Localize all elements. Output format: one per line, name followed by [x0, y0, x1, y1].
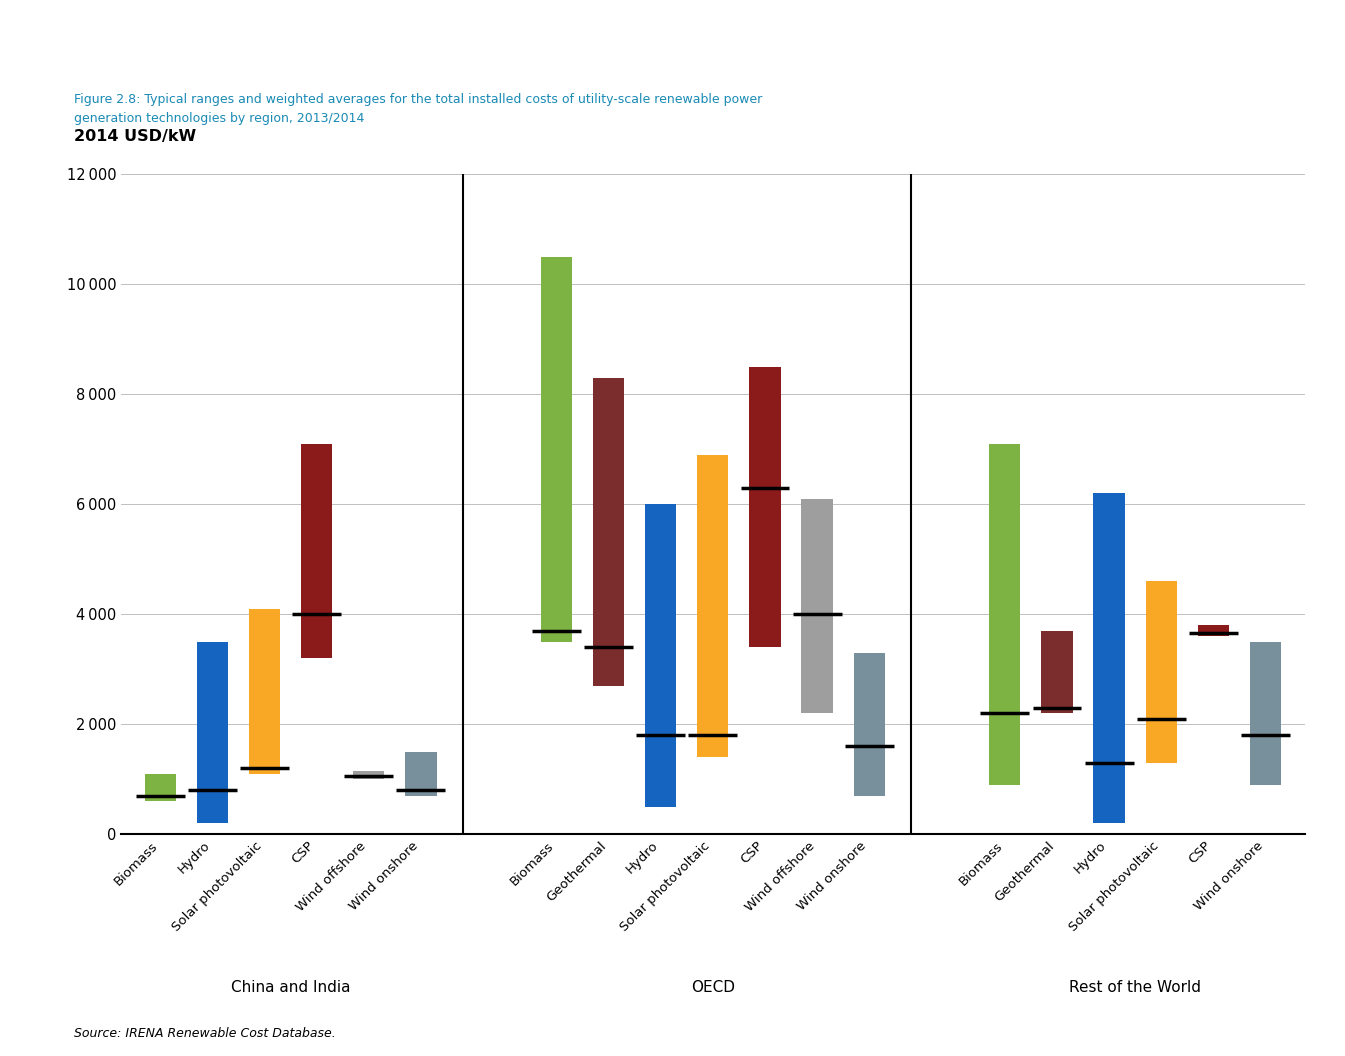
Bar: [697, 455, 729, 757]
Bar: [1041, 630, 1072, 713]
Text: 2014 USD/kW: 2014 USD/kW: [74, 129, 196, 144]
Bar: [301, 444, 332, 658]
Text: Source: IRENA Renewable Cost Database.: Source: IRENA Renewable Cost Database.: [74, 1027, 336, 1040]
Bar: [144, 774, 176, 802]
Text: ●● IRENA: ●● IRENA: [1189, 27, 1305, 48]
Text: International Renewable Energy Agency: International Renewable Energy Agency: [1123, 65, 1305, 75]
Bar: [1146, 581, 1177, 762]
Bar: [593, 378, 624, 685]
Bar: [11, 69, 35, 86]
Text: China and India: China and India: [231, 980, 350, 995]
Bar: [802, 498, 833, 713]
Bar: [40, 5, 65, 34]
Bar: [11, 39, 35, 64]
Bar: [1198, 625, 1229, 636]
Bar: [249, 608, 280, 774]
Text: generation technologies by region, 2013/2014: generation technologies by region, 2013/…: [74, 112, 364, 125]
Text: Figure 2.8: Typical ranges and weighted averages for the total installed costs o: Figure 2.8: Typical ranges and weighted …: [74, 93, 763, 106]
Bar: [1093, 493, 1124, 824]
Bar: [405, 752, 437, 796]
Bar: [354, 771, 385, 779]
Bar: [749, 366, 780, 647]
Bar: [989, 444, 1021, 785]
Bar: [196, 642, 227, 824]
Text: RENEWABLE POWER GENERATION COSTS IN 2014: RENEWABLE POWER GENERATION COSTS IN 2014: [94, 36, 592, 54]
Bar: [11, 5, 35, 34]
Bar: [854, 653, 885, 796]
Bar: [40, 39, 65, 64]
Bar: [541, 257, 572, 642]
Bar: [1250, 642, 1282, 785]
Text: Rest of the World: Rest of the World: [1069, 980, 1201, 995]
Text: OECD: OECD: [691, 980, 734, 995]
Bar: [646, 505, 677, 807]
